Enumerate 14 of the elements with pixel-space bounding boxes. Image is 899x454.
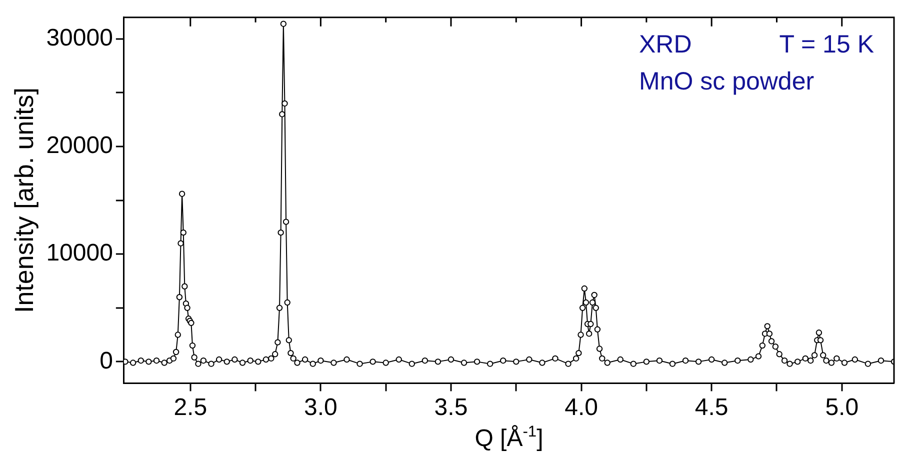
annotation: MnO sc powder — [639, 67, 814, 96]
x-tick-label: 4.0 — [564, 394, 598, 422]
x-tick-label: 3.5 — [434, 394, 468, 422]
x-tick-label: 3.0 — [304, 394, 338, 422]
y-tick-label: 0 — [100, 347, 113, 374]
x-tick-label: 5.0 — [825, 394, 859, 422]
x-tick-label: 4.5 — [694, 394, 728, 422]
y-tick-label: 20000 — [46, 132, 113, 160]
annotation: XRD — [639, 30, 692, 58]
x-tick-label: 2.5 — [174, 394, 208, 422]
y-tick-label: 30000 — [46, 24, 113, 52]
y-tick-label: 10000 — [46, 240, 113, 267]
annotation: T = 15 K — [779, 30, 874, 58]
y-axis-title: Intensity [arb. units] — [8, 88, 39, 314]
